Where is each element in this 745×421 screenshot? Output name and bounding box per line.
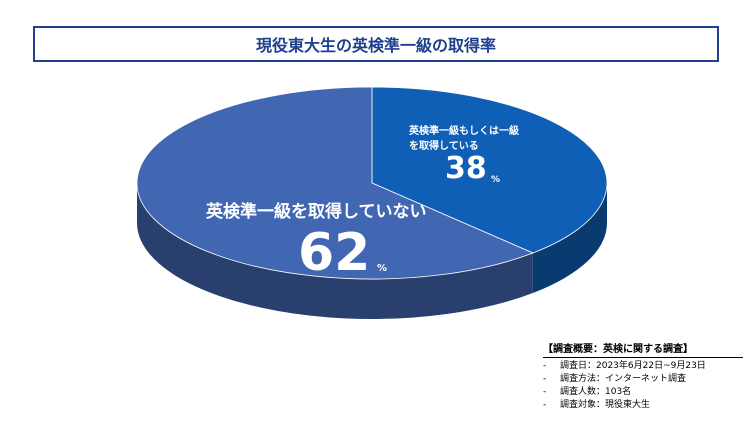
slice-value-acquired: 38	[445, 151, 487, 186]
survey-item-method: - 調査方法：インターネット調査	[543, 373, 743, 386]
survey-item-text: 調査方法：インターネット調査	[560, 374, 687, 384]
pie-slice-0	[371, 86, 608, 254]
survey-bullet: -	[543, 400, 547, 410]
slice-value-not-acquired: 62	[298, 223, 371, 283]
survey-item-count: - 調査人数：103名	[543, 386, 743, 399]
slice-unit-not-acquired: %	[377, 263, 388, 274]
slice-label-acquired: 英検準一級もしくは一級 を取得している	[409, 124, 519, 154]
pie-slice-side-0-0	[532, 183, 607, 293]
pie-slice-side-1-0	[137, 183, 533, 319]
survey-item-text: 調査日：2023年6月22日~9月23日	[560, 361, 706, 371]
pie-sides	[137, 183, 607, 319]
pie-tops	[136, 86, 608, 280]
survey-bullet: -	[543, 361, 547, 371]
survey-bullet: -	[543, 374, 547, 384]
survey-title: 【調査概要：英検に関する調査】	[543, 340, 743, 358]
survey-item-text: 調査対象：現役東大生	[560, 400, 651, 410]
slice-label-acquired-line1: 英検準一級もしくは一級	[409, 126, 519, 137]
slice-label-not-acquired: 英検準一級を取得していない	[206, 202, 427, 222]
survey-bullet: -	[543, 387, 547, 397]
pie-slice-1	[136, 86, 534, 280]
chart-title-box: 現役東大生の英検準一級の取得率	[33, 26, 719, 62]
survey-summary: 【調査概要：英検に関する調査】 - 調査日：2023年6月22日~9月23日 -…	[543, 340, 743, 412]
slice-unit-acquired: %	[491, 175, 501, 185]
slice-label-acquired-line2: を取得している	[409, 141, 479, 152]
survey-item-text: 調査人数：103名	[560, 387, 632, 397]
survey-item-target: - 調査対象：現役東大生	[543, 399, 743, 412]
survey-item-date: - 調査日：2023年6月22日~9月23日	[543, 360, 743, 373]
chart-title: 現役東大生の英検準一級の取得率	[255, 36, 496, 55]
